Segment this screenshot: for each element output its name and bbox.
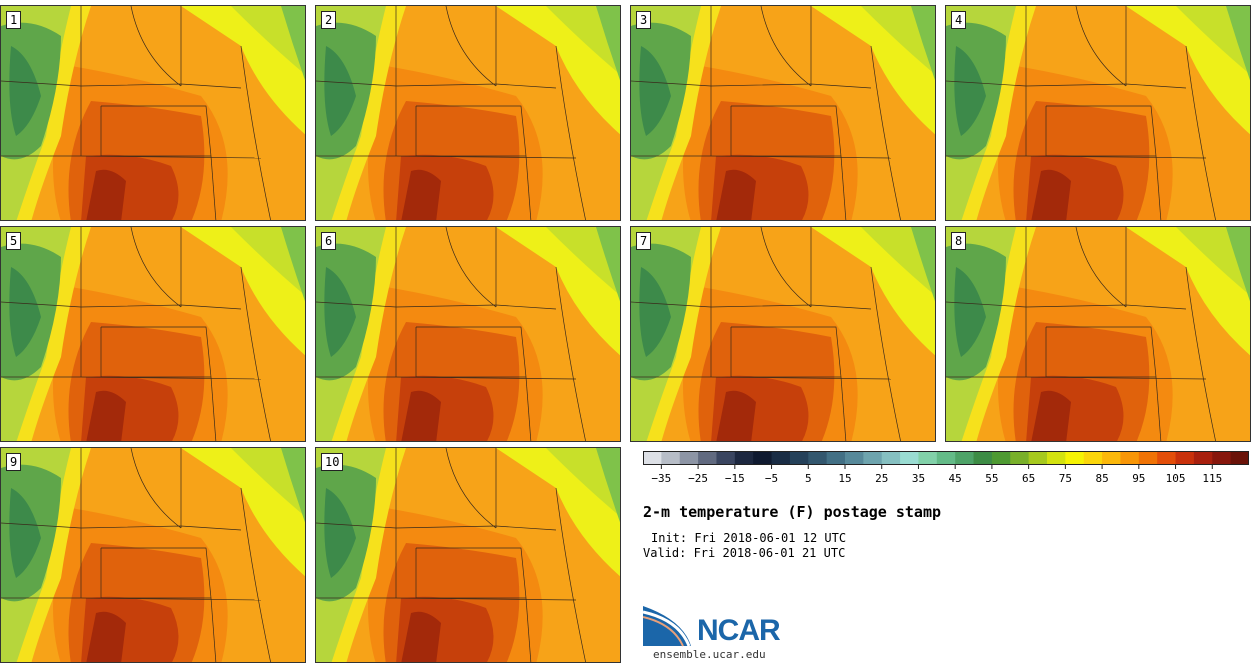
colorbar-segment: [1120, 451, 1140, 465]
member-number: 1: [6, 11, 22, 29]
colorbar-segment: [1083, 451, 1103, 465]
ncar-logo-icon: [643, 606, 691, 647]
colorbar-segment: [863, 451, 883, 465]
colorbar-segment: [1028, 451, 1048, 465]
member-number: 7: [636, 232, 652, 250]
colorbar-segment: [789, 451, 809, 465]
member-number: 9: [6, 453, 22, 471]
colorbar-segment: [991, 451, 1011, 465]
colorbar-segment: [1065, 451, 1085, 465]
map-panel-5: 5: [0, 226, 306, 442]
colorbar-tick-label: 95: [1132, 472, 1146, 485]
colorbar-segment: [1138, 451, 1158, 465]
colorbar-tick-label: 65: [1022, 472, 1036, 485]
colorbar-segment: [881, 451, 901, 465]
colorbar-segment: [955, 451, 975, 465]
colorbar-segment: [661, 451, 681, 465]
ncar-logo-text: NCAR: [697, 614, 781, 647]
colorbar-segment: [1102, 451, 1121, 465]
colorbar-tick-label: 15: [838, 472, 852, 485]
site-url: ensemble.ucar.edu: [653, 648, 766, 661]
colorbar-tick-label: 5: [804, 472, 812, 485]
map-panel-9: 9: [0, 447, 306, 663]
map-panel-10: 10: [315, 447, 621, 663]
colorbar-tick-label: −15: [724, 472, 745, 485]
colorbar-tick-label: −25: [688, 472, 709, 485]
colorbar-tick-label: −5: [764, 472, 779, 485]
colorbar-tick-label: −35: [651, 472, 672, 485]
chart-title: 2-m temperature (F) postage stamp: [643, 503, 942, 521]
map-panel-1: 1: [0, 5, 306, 221]
colorbar-segment: [1212, 451, 1232, 465]
valid-time: Valid: Fri 2018-06-01 21 UTC: [643, 546, 846, 560]
colorbar-tick-label: 45: [948, 472, 962, 485]
colorbar-segment: [1230, 451, 1249, 465]
colorbar-segment: [716, 451, 736, 465]
colorbar-segment: [771, 451, 791, 465]
colorbar-segment: [845, 451, 864, 465]
map-panel-4: 4: [945, 5, 1251, 221]
map-panel-3: 3: [630, 5, 936, 221]
colorbar-segment: [698, 451, 717, 465]
colorbar-tick-label: 115: [1202, 472, 1223, 485]
colorbar-tick-label: 75: [1058, 472, 1072, 485]
colorbar-segment: [1193, 451, 1213, 465]
colorbar-segment: [900, 451, 919, 465]
member-number: 5: [6, 232, 22, 250]
colorbar-tick-label: 55: [985, 472, 999, 485]
colorbar-segment: [643, 451, 662, 465]
colorbar-segment: [734, 451, 754, 465]
member-number: 3: [636, 11, 652, 29]
colorbar-segment: [1175, 451, 1195, 465]
init-time: Init: Fri 2018-06-01 12 UTC: [651, 531, 847, 545]
member-number: 8: [951, 232, 967, 250]
colorbar-segment: [1010, 451, 1030, 465]
map-panel-2: 2: [315, 5, 621, 221]
colorbar-segment: [918, 451, 938, 465]
colorbar-segment: [936, 451, 956, 465]
colorbar-segment: [808, 451, 828, 465]
colorbar-tick-label: 35: [911, 472, 926, 485]
colorbar-tick-label: 105: [1165, 472, 1186, 485]
map-panel-7: 7: [630, 226, 936, 442]
member-number: 2: [321, 11, 337, 29]
colorbar-segment: [826, 451, 846, 465]
temperature-colorbar: [643, 451, 1249, 469]
colorbar-segment: [973, 451, 993, 465]
map-panel-6: 6: [315, 226, 621, 442]
member-number: 6: [321, 232, 337, 250]
map-panel-8: 8: [945, 226, 1251, 442]
colorbar-segment: [753, 451, 773, 465]
member-number: 10: [321, 453, 344, 471]
colorbar-tick-label: 85: [1095, 472, 1109, 485]
colorbar-segment: [1047, 451, 1066, 465]
member-number: 4: [951, 11, 967, 29]
colorbar-segment: [1157, 451, 1177, 465]
colorbar-segment: [679, 451, 699, 465]
colorbar-tick-label: 25: [875, 472, 889, 485]
